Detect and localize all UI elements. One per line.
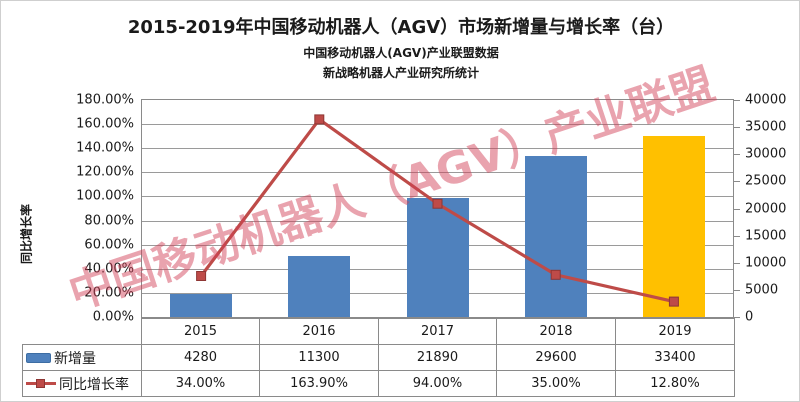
bar-2017: [406, 198, 469, 317]
right-axis-tick: 30000: [745, 146, 787, 162]
right-axis-tickmark: [734, 289, 740, 291]
right-axis-tick: 25000: [745, 173, 787, 189]
left-axis-tick: 40.00%: [84, 261, 134, 277]
bar-2015: [170, 293, 233, 317]
line-marker-2017: [432, 198, 443, 209]
right-axis-tickmark: [734, 181, 740, 183]
right-axis-tick: 20000: [745, 201, 787, 216]
line-series: [196, 114, 679, 307]
value-cell-2017-同比增长率: 94.00%: [378, 370, 497, 397]
chart-title: 2015-2019年中国移动机器人（AGV）市场新增量与增长率（台）: [127, 17, 675, 38]
line-marker-2018: [550, 269, 561, 280]
legend-line-marker: [36, 379, 45, 388]
value-cell-2016-新增量: 11300: [259, 344, 379, 371]
left-axis-tick: 120.00%: [76, 164, 134, 180]
line-marker-2019: [668, 296, 679, 307]
right-axis-tick: 5000: [745, 282, 779, 298]
left-axis-title: 同比增长率: [19, 203, 34, 265]
bar-2016: [288, 255, 351, 317]
left-axis-tick: 140.00%: [76, 140, 134, 156]
legend-cell-bar-series: 新增量: [22, 344, 142, 371]
chart-subtitle-source: 中国移动机器人(AGV)产业联盟数据: [303, 46, 499, 60]
left-axis-tick: 180.00%: [76, 92, 134, 108]
legend-label: 新增量: [54, 350, 96, 367]
value-cell-2019-新增量: 33400: [615, 344, 735, 371]
left-axis-tick: 160.00%: [76, 116, 134, 132]
line-marker-2015: [196, 271, 207, 281]
right-axis-tickmark: [734, 262, 740, 264]
category-cell-2019: 2019: [615, 318, 735, 345]
right-axis-tickmark: [734, 154, 740, 156]
right-axis-tickmark: [734, 100, 740, 101]
right-axis-tickmark: [734, 235, 740, 237]
left-axis-tick: 80.00%: [84, 213, 134, 229]
bar-2019: [642, 135, 705, 317]
value-cell-2017-新增量: 21890: [378, 344, 497, 371]
category-cell-2018: 2018: [496, 318, 616, 345]
category-cell-2015: 2015: [141, 318, 260, 345]
gridline: [142, 172, 733, 174]
category-cell-2016: 2016: [259, 318, 379, 345]
left-axis-tick: 0.00%: [92, 309, 134, 325]
right-axis-tick: 15000: [745, 228, 787, 244]
legend-cell-line-series: 同比增长率: [22, 370, 142, 397]
gridline: [142, 124, 733, 126]
value-cell-2016-同比增长率: 163.90%: [259, 370, 379, 397]
left-axis-tick: 60.00%: [84, 237, 134, 253]
value-cell-2019-同比增长率: 12.80%: [615, 370, 735, 397]
right-axis-tick: 40000: [745, 92, 787, 108]
right-axis-tick: 0: [745, 309, 754, 325]
value-cell-2018-同比增长率: 35.00%: [496, 370, 616, 397]
legend-bar-swatch-icon: [26, 352, 51, 363]
value-cell-2015-同比增长率: 34.00%: [141, 370, 260, 397]
value-cell-2018-新增量: 29600: [496, 344, 616, 371]
right-axis-tickmark: [734, 208, 740, 210]
left-axis-tick: 20.00%: [84, 285, 134, 301]
gridline: [142, 148, 733, 150]
right-axis-tickmark: [734, 127, 740, 129]
value-cell-2015-新增量: 4280: [141, 344, 260, 371]
legend-label: 同比增长率: [59, 376, 129, 393]
table-corner-blank: [23, 319, 142, 345]
right-axis-tick: 35000: [745, 119, 787, 135]
line-marker-2016: [314, 114, 325, 125]
growth-rate-line: [199, 117, 675, 304]
right-axis-tick: 10000: [745, 255, 787, 271]
right-axis-tickmark: [734, 317, 740, 318]
gridline: [142, 196, 733, 198]
legend-line-swatch-icon: [26, 379, 56, 388]
plot-area: [141, 99, 734, 318]
category-cell-2017: 2017: [378, 318, 497, 345]
chart-subtitle-stats: 新战略机器人产业研究所统计: [322, 66, 479, 80]
left-axis-tick: 100.00%: [76, 188, 134, 204]
data-table: 2015 2016 2017 2018 2019 新增量 4280 11300 21890 296…: [22, 318, 735, 397]
bar-2018: [524, 156, 587, 317]
